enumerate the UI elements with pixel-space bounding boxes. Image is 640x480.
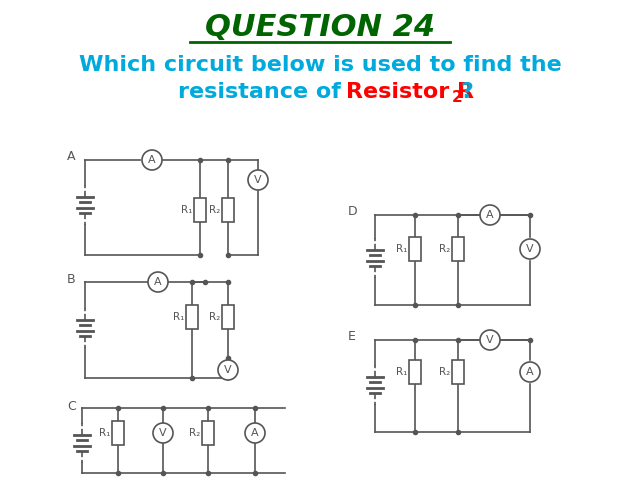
- Circle shape: [248, 170, 268, 190]
- Text: R₁: R₁: [396, 367, 407, 377]
- Bar: [222, 198, 234, 222]
- Text: 2: 2: [452, 89, 463, 105]
- Text: QUESTION 24: QUESTION 24: [205, 13, 435, 43]
- Text: R₁: R₁: [180, 205, 192, 215]
- Circle shape: [153, 423, 173, 443]
- Text: V: V: [159, 428, 167, 438]
- Text: A: A: [67, 150, 76, 163]
- Text: A: A: [154, 277, 162, 287]
- Bar: [222, 305, 234, 329]
- Text: A: A: [251, 428, 259, 438]
- Text: R₂: R₂: [209, 312, 220, 322]
- Text: C: C: [67, 400, 76, 413]
- Text: V: V: [254, 175, 262, 185]
- Bar: [452, 237, 464, 261]
- Text: ?: ?: [460, 82, 473, 102]
- Circle shape: [480, 330, 500, 350]
- Bar: [202, 421, 214, 445]
- Text: A: A: [526, 367, 534, 377]
- Circle shape: [142, 150, 162, 170]
- Circle shape: [520, 239, 540, 259]
- Text: Resistor R: Resistor R: [346, 82, 474, 102]
- Text: V: V: [224, 365, 232, 375]
- Circle shape: [520, 362, 540, 382]
- Circle shape: [480, 205, 500, 225]
- Bar: [194, 198, 206, 222]
- Text: R₁: R₁: [99, 428, 110, 438]
- Text: R₂: R₂: [439, 244, 450, 254]
- Text: R₂: R₂: [439, 367, 450, 377]
- Bar: [452, 360, 464, 384]
- Text: V: V: [486, 335, 494, 345]
- Text: E: E: [348, 330, 356, 343]
- Circle shape: [218, 360, 238, 380]
- Text: R₁: R₁: [396, 244, 407, 254]
- Bar: [186, 305, 198, 329]
- Text: D: D: [348, 205, 358, 218]
- Bar: [409, 237, 421, 261]
- Text: B: B: [67, 273, 76, 286]
- Text: R₂: R₂: [189, 428, 200, 438]
- Text: A: A: [148, 155, 156, 165]
- Text: R₂: R₂: [209, 205, 220, 215]
- Bar: [409, 360, 421, 384]
- Text: R₁: R₁: [173, 312, 184, 322]
- Circle shape: [245, 423, 265, 443]
- Text: A: A: [486, 210, 494, 220]
- Text: resistance of: resistance of: [178, 82, 349, 102]
- Bar: [112, 421, 124, 445]
- Text: V: V: [526, 244, 534, 254]
- Text: Which circuit below is used to find the: Which circuit below is used to find the: [79, 55, 561, 75]
- Circle shape: [148, 272, 168, 292]
